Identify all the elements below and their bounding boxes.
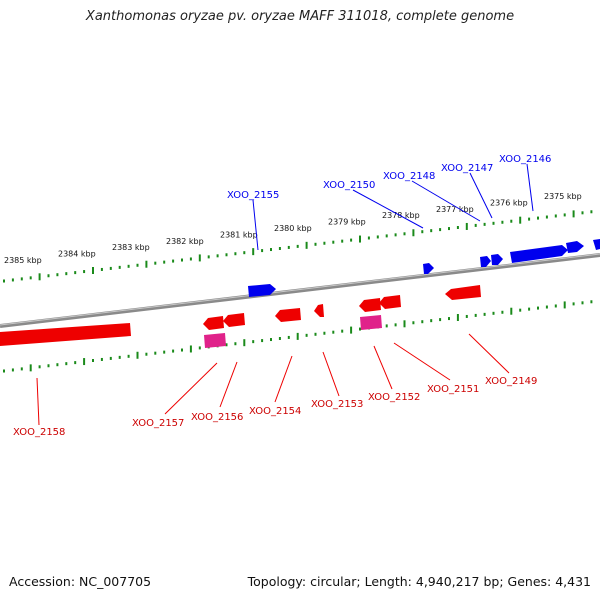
gene-label-xoo-2153[interactable]: XOO_2153 <box>311 399 363 410</box>
gene-feature[interactable] <box>566 241 584 253</box>
gene-feature-xoo-2158[interactable] <box>0 323 131 346</box>
kbp-label: 2377 kbp <box>436 205 474 214</box>
gene-feature[interactable] <box>275 308 301 322</box>
backbone <box>0 253 600 328</box>
kbp-label: 2381 kbp <box>220 230 258 239</box>
gene-label-xoo-2149[interactable]: XOO_2149 <box>485 376 537 387</box>
map-title: Xanthomonas oryzae pv. oryzae MAFF 31101… <box>85 9 515 24</box>
kbp-label: 2376 kbp <box>490 198 528 207</box>
gene-feature[interactable] <box>360 315 382 330</box>
forward-genes <box>248 239 600 297</box>
gene-label-xoo-2148[interactable]: XOO_2148 <box>383 171 435 182</box>
gene-feature[interactable] <box>423 263 434 274</box>
gene-label-xoo-2156[interactable]: XOO_2156 <box>191 412 243 423</box>
reverse-genes <box>0 285 481 346</box>
gene-label-xoo-2152[interactable]: XOO_2152 <box>368 392 420 403</box>
gene-label-xoo-2154[interactable]: XOO_2154 <box>249 406 301 417</box>
forward-leaders <box>252 163 534 251</box>
gene-label-xoo-2147[interactable]: XOO_2147 <box>441 163 493 174</box>
gene-label-xoo-2158[interactable]: XOO_2158 <box>13 427 65 438</box>
kbp-label: 2375 kbp <box>544 192 582 201</box>
gene-feature-xoo-2146[interactable] <box>510 245 568 263</box>
tick-track-lower <box>3 300 593 373</box>
tick-track-upper <box>3 210 593 283</box>
genome-summary-text: Topology: circular; Length: 4,940,217 bp… <box>247 574 591 589</box>
gene-feature[interactable] <box>203 316 224 330</box>
kbp-labels: 2385 kbp 2384 kbp 2383 kbp 2382 kbp 2381 kbp… <box>4 192 582 265</box>
gene-feature[interactable] <box>480 256 491 267</box>
gene-feature-xoo-2149[interactable] <box>445 285 481 300</box>
gene-feature-xoo-2155[interactable] <box>248 284 276 297</box>
gene-feature[interactable] <box>314 304 324 317</box>
gene-label-xoo-2155[interactable]: XOO_2155 <box>227 190 279 201</box>
kbp-label: 2382 kbp <box>166 237 204 246</box>
forward-gene-labels: XOO_2155 XOO_2150 XOO_2148 XOO_2147 XOO_… <box>227 154 551 201</box>
gene-label-xoo-2157[interactable]: XOO_2157 <box>132 418 184 429</box>
kbp-label: 2384 kbp <box>58 250 96 259</box>
reverse-gene-labels: XOO_2158 XOO_2157 XOO_2156 XOO_2154 XOO_… <box>13 376 537 438</box>
kbp-label: 2379 kbp <box>328 218 366 227</box>
gene-feature[interactable] <box>223 313 245 327</box>
reverse-leaders <box>36 333 510 426</box>
gene-label-xoo-2146[interactable]: XOO_2146 <box>499 154 551 165</box>
gene-feature[interactable] <box>379 295 401 309</box>
gene-label-xoo-2151[interactable]: XOO_2151 <box>427 384 479 395</box>
kbp-label: 2383 kbp <box>112 243 150 252</box>
accession-text: Accession: NC_007705 <box>9 574 152 589</box>
gene-feature[interactable] <box>491 254 503 265</box>
gene-feature[interactable] <box>204 333 226 348</box>
kbp-label: 2380 kbp <box>274 224 312 233</box>
reverse-genes-alt <box>204 315 382 348</box>
gene-feature[interactable] <box>593 239 600 250</box>
gene-feature[interactable] <box>359 298 381 312</box>
kbp-label: 2385 kbp <box>4 256 42 265</box>
gene-label-xoo-2150[interactable]: XOO_2150 <box>323 180 375 191</box>
